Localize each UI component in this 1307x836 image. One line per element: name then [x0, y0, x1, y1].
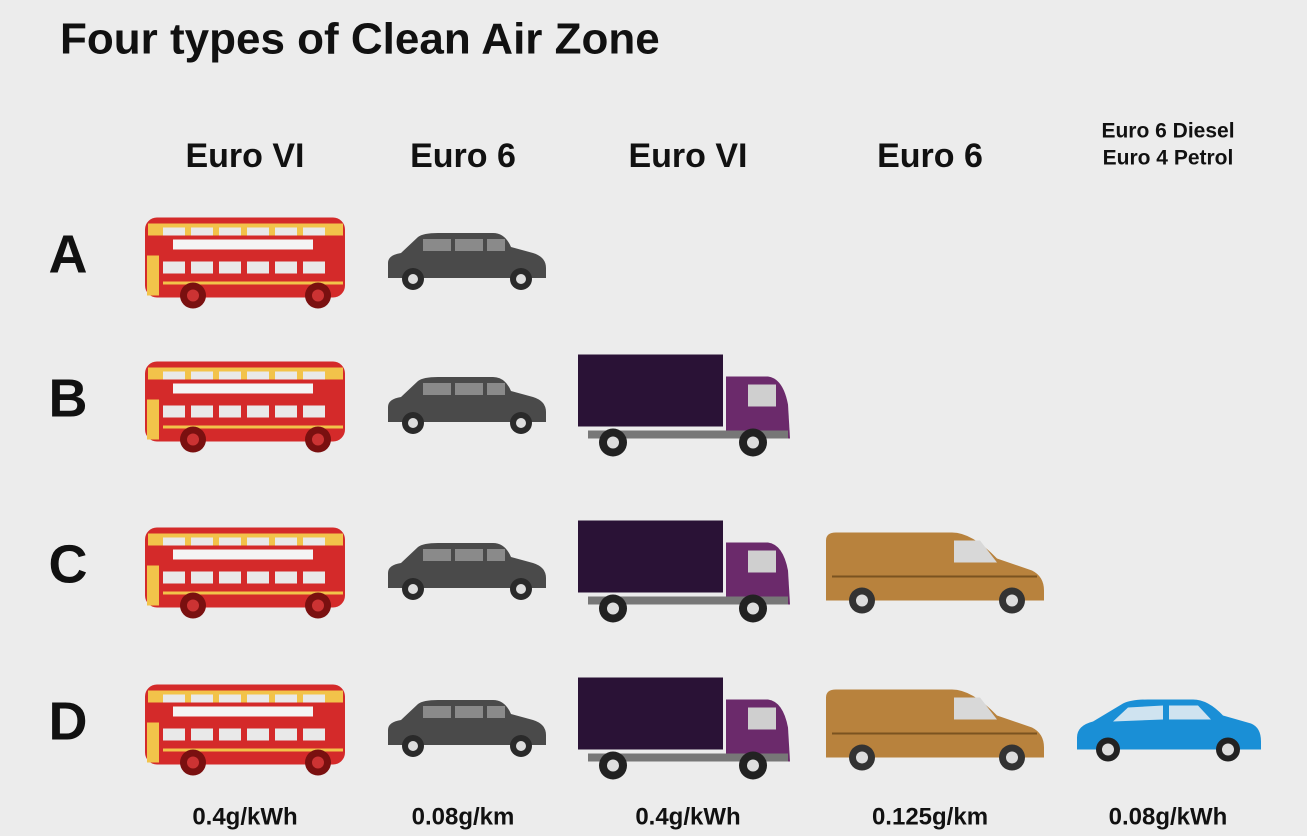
vehicle-truck: [578, 521, 790, 623]
row-label: D: [49, 691, 88, 751]
vehicle-bus: [145, 218, 345, 309]
vehicle-taxi: [388, 543, 546, 600]
vehicle-taxi: [388, 377, 546, 434]
vehicle-taxi: [388, 233, 546, 290]
column-standard: Euro VI: [185, 137, 304, 175]
column-standard: Euro VI: [628, 137, 747, 175]
vehicle-bus: [145, 362, 345, 453]
column-standard: Euro 6 Diesel: [1101, 120, 1234, 143]
column-standard: Euro 4 Petrol: [1103, 147, 1234, 170]
page: Four types of Clean Air Zone Euro VI 0.4g…: [0, 0, 1307, 836]
title: Four types of Clean Air Zone: [60, 15, 660, 64]
row-label: A: [49, 224, 88, 284]
column-limit: 0.4g/kWh: [192, 803, 297, 830]
vehicle-car: [1077, 700, 1261, 762]
vehicle-van: [826, 690, 1044, 771]
vehicle-van: [826, 533, 1044, 614]
vehicle-bus: [145, 528, 345, 619]
column-standard: Euro 6: [877, 137, 983, 175]
column-standard: Euro 6: [410, 137, 516, 175]
column-limit: 0.4g/kWh: [635, 803, 740, 830]
column-limit: 0.08g/km: [412, 803, 515, 830]
row-label: B: [49, 368, 88, 428]
row-label: C: [49, 534, 88, 594]
column-limit: 0.125g/km: [872, 803, 988, 830]
vehicle-taxi: [388, 700, 546, 757]
vehicle-truck: [578, 355, 790, 457]
vehicle-truck: [578, 678, 790, 780]
vehicle-bus: [145, 685, 345, 776]
column-limit: 0.08g/kWh: [1109, 803, 1228, 830]
infographic: Four types of Clean Air Zone Euro VI 0.4g…: [0, 0, 1307, 836]
